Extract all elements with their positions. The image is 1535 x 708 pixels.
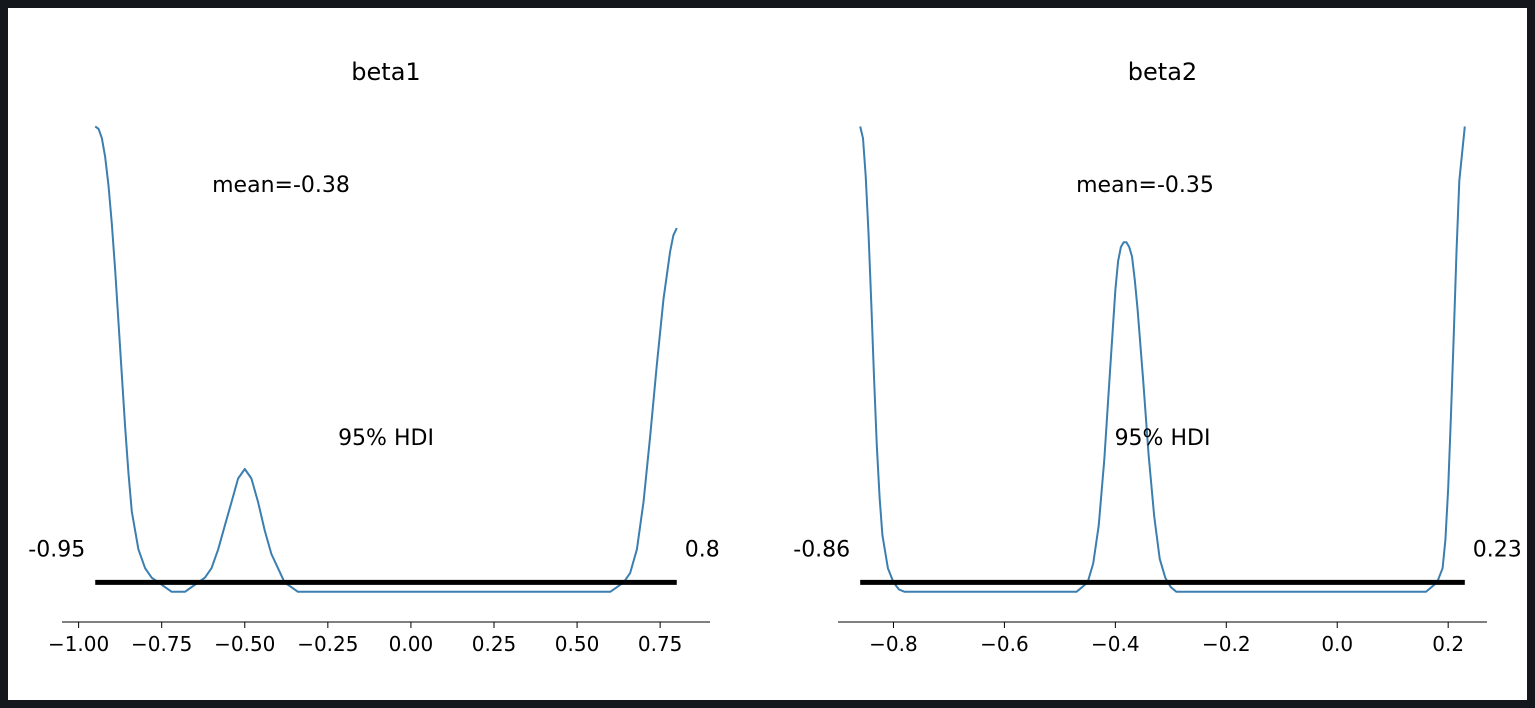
chart-title: beta2: [1128, 58, 1197, 86]
x-tick-label: 0.75: [638, 632, 683, 656]
x-tick-label: −0.6: [980, 632, 1029, 656]
posterior-plot-figure: beta1 −1.00 −0.75 −0.50 −0.25 0.00 0.25 0.50 0.7…: [28, 58, 1522, 656]
panel-beta1: beta1 −1.00 −0.75 −0.50 −0.25 0.00 0.25 0.50 0.7…: [28, 58, 719, 656]
hdi-label: 95% HDI: [1115, 426, 1211, 451]
hdi-high-label: 0.23: [1473, 537, 1522, 562]
mean-label: mean=-0.35: [1076, 173, 1214, 198]
x-tick-label: −0.75: [131, 632, 192, 656]
figure-frame: beta1 −1.00 −0.75 −0.50 −0.25 0.00 0.25 0.50 0.7…: [8, 8, 1527, 700]
x-tick-label: 0.0: [1321, 632, 1353, 656]
chart-title: beta1: [351, 58, 420, 86]
hdi-low-label: -0.95: [28, 537, 85, 562]
x-tick-label: 0.2: [1432, 632, 1464, 656]
x-tick-label: 0.00: [389, 632, 434, 656]
x-tick-label: −0.2: [1202, 632, 1251, 656]
hdi-label: 95% HDI: [338, 426, 434, 451]
hdi-high-label: 0.8: [685, 537, 720, 562]
x-tick-label: −0.8: [869, 632, 918, 656]
x-tick-label: −0.4: [1091, 632, 1140, 656]
hdi-low-label: -0.86: [793, 537, 850, 562]
mean-label: mean=-0.38: [212, 173, 350, 198]
x-tick-label: −0.50: [214, 632, 275, 656]
x-tick-label: −0.25: [297, 632, 358, 656]
density-curve: [859, 126, 1466, 593]
panel-beta2: beta2 −0.8 −0.6 −0.4 −0.2 0.0 0.2 -0.86 0.23 95% …: [793, 58, 1522, 656]
x-tick-label: 0.50: [555, 632, 600, 656]
x-tick-label: −1.00: [48, 632, 109, 656]
density-curve: [94, 125, 678, 593]
x-tick-label: 0.25: [472, 632, 517, 656]
